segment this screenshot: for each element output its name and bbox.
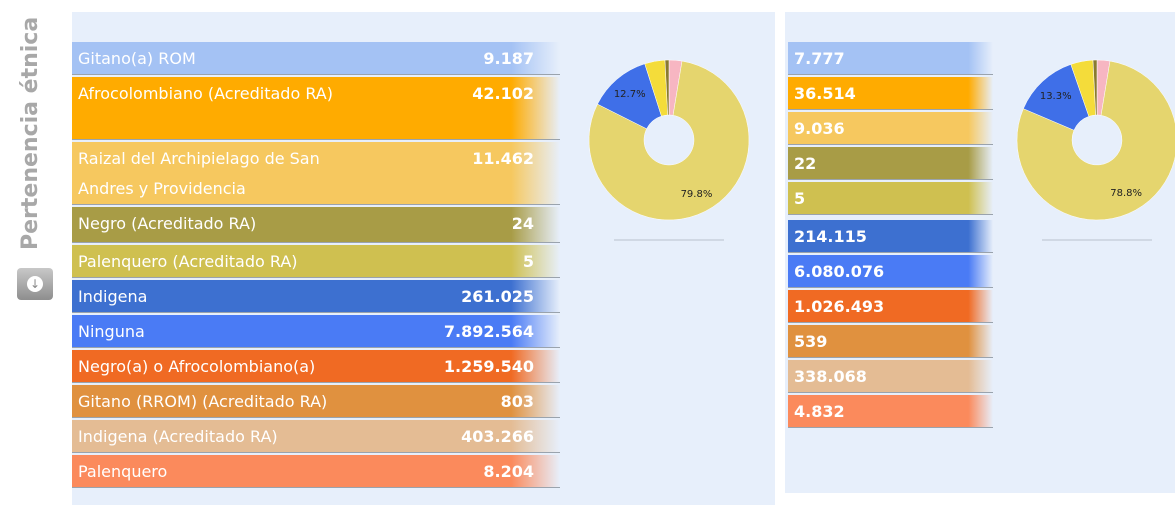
row-value: 7.777 — [794, 49, 845, 68]
row-label: Palenquero — [78, 462, 168, 481]
table-row: 22 — [788, 147, 993, 180]
pie-slice — [1016, 60, 1175, 221]
row-value: 36.514 — [794, 84, 856, 103]
table-row: 1.026.493 — [788, 290, 993, 323]
row-value: 1.259.540 — [443, 357, 534, 376]
row-label: Indigena (Acreditado RA) — [78, 427, 278, 446]
table-row: 9.036 — [788, 112, 993, 145]
row-value: 8.204 — [483, 462, 534, 481]
row-label: Negro (Acreditado RA) — [78, 214, 257, 233]
table-row: Negro(a) o Afrocolombiano(a) 1.259.540 — [72, 350, 560, 383]
row-value: 6.080.076 — [794, 262, 885, 281]
slice-label: 78.8% — [1110, 188, 1142, 199]
row-value: 5 — [794, 189, 806, 208]
row-label: Gitano (RROM) (Acreditado RA) — [78, 392, 328, 411]
row-label: Raizal del Archipielago de San Andres y … — [78, 149, 320, 198]
table-row: Palenquero 8.204 — [72, 455, 560, 488]
table-row: 5 — [788, 182, 993, 215]
row-value: 214.115 — [794, 227, 867, 246]
row-value: 261.025 — [461, 287, 534, 306]
row-label: Gitano(a) ROM — [78, 49, 196, 68]
row-value: 338.068 — [794, 367, 867, 386]
download-icon[interactable]: ↓ — [17, 268, 53, 300]
table-row: 4.832 — [788, 395, 993, 428]
row-label: Negro(a) o Afrocolombiano(a) — [78, 357, 316, 376]
row-value: 22 — [794, 154, 817, 173]
row-value: 5 — [522, 252, 534, 271]
table-row: 6.080.076 — [788, 255, 993, 288]
row-value: 24 — [511, 214, 534, 233]
row-value: 42.102 — [472, 84, 534, 103]
row-value: 539 — [794, 332, 828, 351]
row-value: 7.892.564 — [443, 322, 534, 341]
table-row: Indigena 261.025 — [72, 280, 560, 313]
row-value: 11.462 — [472, 149, 534, 168]
row-label: Indigena — [78, 287, 148, 306]
table-row: Negro (Acreditado RA) 24 — [72, 207, 560, 243]
slice-label: 12.7% — [614, 89, 646, 100]
table-row: 36.514 — [788, 77, 993, 110]
table-row: Gitano (RROM) (Acreditado RA) 803 — [72, 385, 560, 418]
row-label: Afrocolombiano (Acreditado RA) — [78, 84, 333, 103]
row-value: 9.187 — [483, 49, 534, 68]
table-row: Ninguna 7.892.564 — [72, 315, 560, 348]
table-row: Raizal del Archipielago de San Andres y … — [72, 142, 560, 205]
pie-slice — [588, 60, 750, 221]
table-row: Indigena (Acreditado RA) 403.266 — [72, 420, 560, 453]
table-row: 7.777 — [788, 42, 993, 75]
row-value: 9.036 — [794, 119, 845, 138]
row-label: Ninguna — [78, 322, 145, 341]
row-label: Palenquero (Acreditado RA) — [78, 252, 298, 271]
slice-label: 79.8% — [681, 189, 713, 200]
row-value: 803 — [500, 392, 534, 411]
table-row: 539 — [788, 325, 993, 358]
pie-slice — [1092, 59, 1098, 116]
table-row: 338.068 — [788, 360, 993, 393]
table-row: Gitano(a) ROM 9.187 — [72, 42, 560, 75]
row-value: 1.026.493 — [794, 297, 885, 316]
table-row: Afrocolombiano (Acreditado RA) 42.102 — [72, 77, 560, 140]
table-row: Palenquero (Acreditado RA) 5 — [72, 245, 560, 278]
row-value: 4.832 — [794, 402, 845, 421]
row-value: 403.266 — [461, 427, 534, 446]
pie-slice — [664, 59, 670, 116]
table-row: 214.115 — [788, 220, 993, 253]
slice-label: 13.3% — [1040, 91, 1072, 102]
